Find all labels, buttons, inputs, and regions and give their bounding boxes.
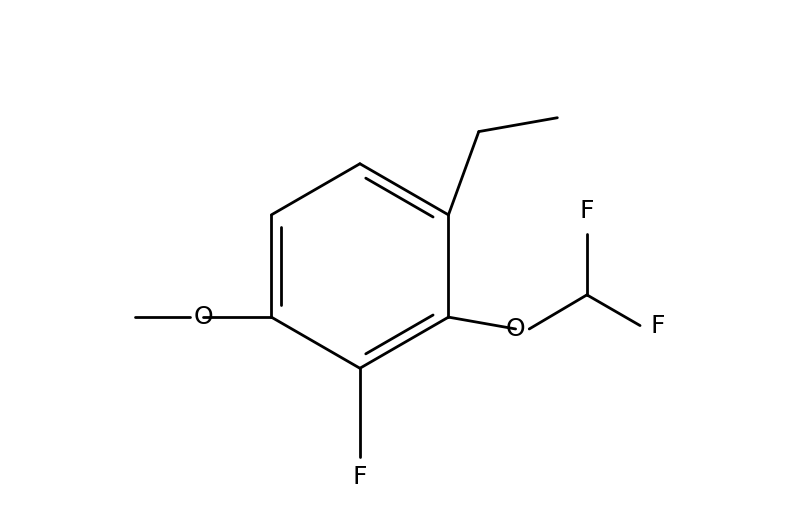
Text: F: F xyxy=(650,313,665,338)
Text: O: O xyxy=(193,305,213,329)
Text: F: F xyxy=(580,200,594,223)
Text: F: F xyxy=(353,465,367,489)
Text: O: O xyxy=(506,317,526,341)
